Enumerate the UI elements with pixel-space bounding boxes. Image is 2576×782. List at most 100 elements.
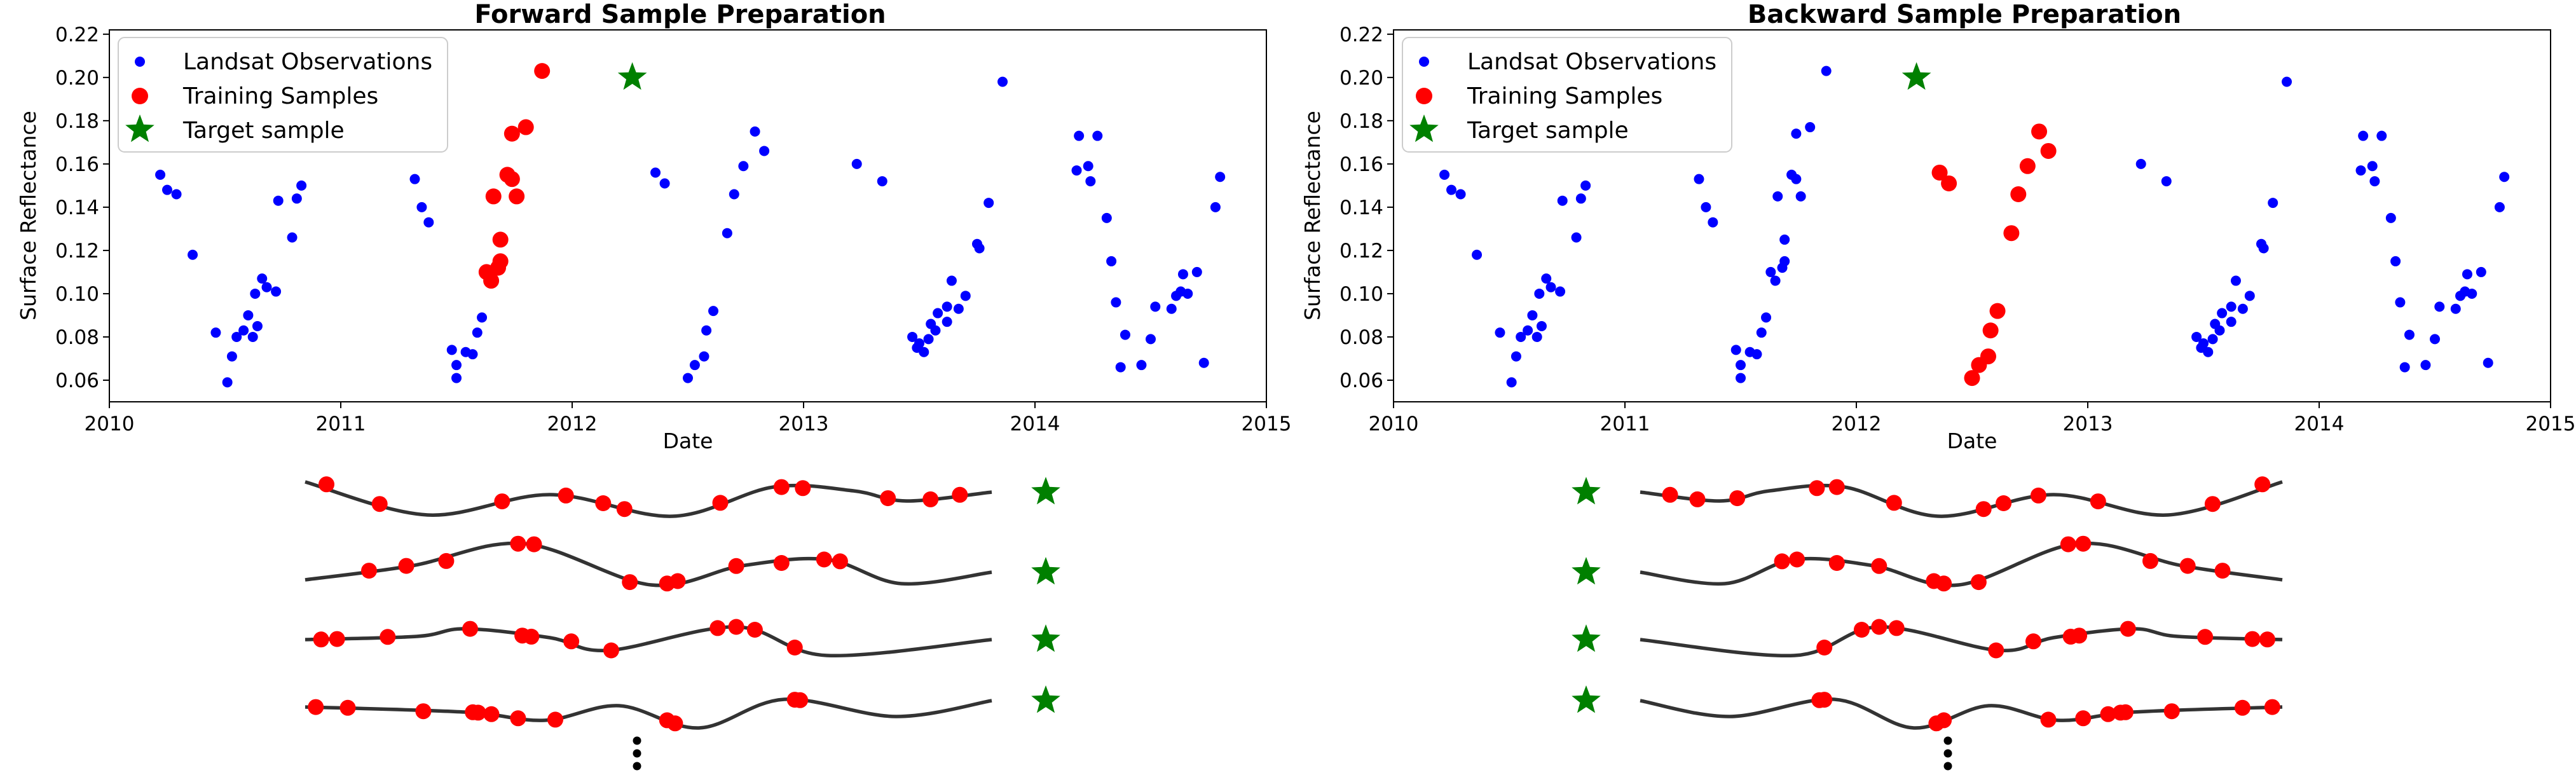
forward-observation-point [750, 126, 760, 137]
backward-observation-point [1708, 217, 1718, 228]
forward-sample-dot [773, 479, 790, 495]
backward-observation-point [1545, 282, 1556, 292]
backward-y-tick-label: 0.08 [1339, 326, 1383, 349]
backward-legend-target-marker [1409, 114, 1439, 142]
backward-observation-point [1761, 312, 1772, 323]
backward-sample-dot [1853, 622, 1870, 638]
forward-observation-point [701, 325, 712, 336]
backward-observation-point [2494, 202, 2505, 212]
backward-observation-point [1770, 275, 1781, 286]
backward-observation-point [2268, 198, 2278, 209]
forward-x-tick-label: 2011 [316, 413, 366, 436]
backward-legend-box [1402, 37, 1732, 153]
forward-sample-dot [816, 551, 832, 568]
backward-sample-dot [2025, 633, 2041, 650]
backward-y-tick-label: 0.12 [1339, 240, 1383, 263]
forward-target-point [617, 62, 647, 90]
backward-observation-point [2203, 346, 2214, 357]
forward-observation-point [226, 351, 237, 362]
backward-y-tick-label: 0.16 [1339, 153, 1383, 176]
backward-x-tick-label: 2012 [1832, 413, 1882, 436]
backward-training-point [1931, 164, 1948, 181]
backward-observation-point [2404, 329, 2415, 340]
forward-observation-point [155, 169, 166, 180]
backward-sample-dot [2062, 628, 2079, 645]
backward-observation-point [1805, 122, 1816, 133]
forward-observation-point [974, 243, 985, 254]
forward-observation-point [477, 312, 488, 323]
backward-ellipsis-dot [1943, 736, 1952, 745]
backward-sample-dot [2100, 706, 2116, 722]
forward-target-star [1031, 685, 1060, 713]
forward-panel: Forward Sample Preparation 2010 2011 2012 2… [16, 0, 1291, 453]
forward-observation-point [231, 331, 242, 342]
backward-observation-point [2161, 176, 2172, 187]
backward-observation-point [2207, 334, 2218, 345]
forward-observation-point [446, 345, 457, 355]
forward-sample-dot [308, 699, 324, 715]
backward-sample-dot [1811, 692, 1828, 708]
backward-y-tick-label: 0.22 [1339, 24, 1383, 46]
forward-sample-dot [398, 558, 414, 574]
backward-observation-point [1527, 310, 1538, 320]
backward-observation-point [2198, 338, 2209, 349]
backward-observation-point [1446, 184, 1456, 195]
backward-observation-point [2282, 76, 2292, 87]
forward-curve-3 [305, 625, 992, 658]
forward-y-tick-label: 0.14 [55, 196, 99, 219]
forward-training-point [492, 253, 509, 270]
backward-target-star [1572, 685, 1601, 713]
backward-observation-point [2214, 325, 2225, 336]
backward-observation-point [1516, 331, 1526, 342]
backward-sample-dot [2075, 535, 2092, 552]
forward-observation-point [877, 176, 887, 187]
forward-y-tick-label: 0.16 [55, 153, 99, 176]
backward-sample-dot [2090, 493, 2106, 510]
forward-sample-dot [371, 496, 388, 512]
forward-sample-dot [329, 631, 345, 647]
forward-y-tick-label: 0.18 [55, 110, 99, 133]
forward-observation-point [1085, 176, 1096, 187]
forward-observation-point [729, 189, 739, 200]
backward-training-point [1941, 175, 1957, 191]
forward-observation-point [946, 275, 957, 286]
forward-target-star [1031, 557, 1060, 585]
forward-observation-point [1182, 288, 1193, 299]
backward-observation-point [1571, 232, 1582, 243]
forward-y-ticks: 0.06 0.08 0.10 0.12 0.14 0.16 0.18 0.20 0.22 [55, 24, 109, 392]
forward-target-star [1031, 624, 1060, 652]
forward-curve-4 [305, 697, 992, 730]
backward-observation-point [1580, 180, 1591, 191]
forward-sample-dot [832, 553, 848, 570]
forward-sample-dot [880, 490, 896, 507]
backward-observation-point [2135, 158, 2146, 169]
forward-observation-point [689, 360, 700, 371]
backward-observation-point [2420, 360, 2431, 371]
forward-observation-point [1210, 202, 1221, 212]
forward-sample-dot [438, 552, 455, 569]
backward-observation-point [2258, 243, 2269, 254]
backward-target-star [1572, 477, 1601, 505]
backward-observation-point [1751, 349, 1762, 360]
backward-observation-point [2434, 301, 2445, 312]
backward-observation-point [1536, 320, 1547, 331]
forward-observation-point [261, 282, 272, 292]
forward-y-tick-label: 0.08 [55, 326, 99, 349]
forward-observation-point [291, 193, 302, 204]
backward-axes-frame [1393, 29, 2551, 402]
backward-sample-dot [1774, 553, 1790, 570]
forward-observation-point [252, 320, 263, 331]
forward-x-axis-label: Date [663, 429, 713, 453]
backward-observation-point [2467, 288, 2477, 299]
forward-observation-point [997, 76, 1008, 87]
forward-chart-title: Forward Sample Preparation [474, 0, 886, 29]
backward-sample-dot [1662, 486, 1678, 503]
backward-observation-point [2376, 130, 2387, 141]
forward-plot-area [155, 62, 1226, 388]
forward-sample-dot [669, 573, 686, 589]
backward-observation-point [2395, 297, 2406, 308]
forward-observation-point [1198, 357, 1209, 368]
forward-observation-point [1106, 256, 1117, 266]
backward-observation-point [1495, 327, 1505, 338]
forward-observation-point [1074, 130, 1085, 141]
